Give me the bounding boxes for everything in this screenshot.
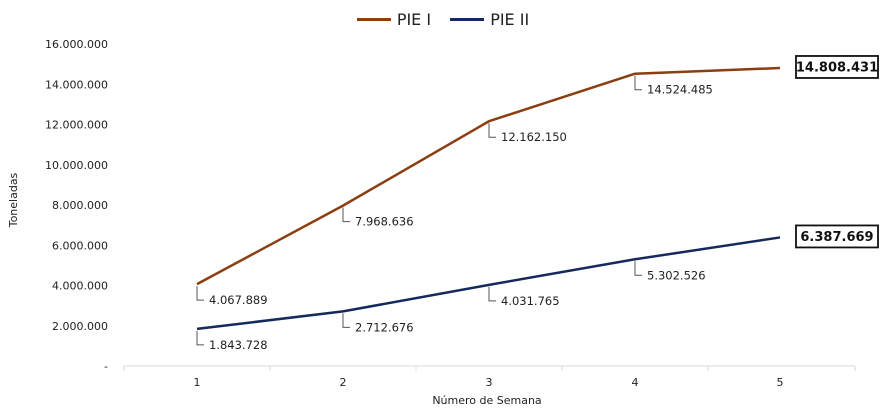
- series-layer: [196, 66, 781, 331]
- data-label-leader: [342, 207, 350, 223]
- y-tick-label: 4.000.000: [52, 280, 108, 293]
- legend-swatch-pie-i: [356, 18, 391, 21]
- x-axis: 1 2 3 4 5: [123, 365, 856, 389]
- data-label: 5.302.526: [647, 268, 706, 282]
- y-tick-label: 16.000.000: [45, 38, 108, 51]
- legend-item-pie-i: PIE I: [356, 10, 432, 29]
- data-label-leader: [488, 286, 496, 302]
- y-tick-label: 14.000.000: [45, 78, 108, 91]
- y-tick-label: 2.000.000: [52, 320, 108, 333]
- x-tick-label: 4: [632, 376, 639, 389]
- final-value-callout: 6.387.669: [800, 230, 873, 245]
- final-value-callout: 14.808.431: [796, 60, 878, 75]
- data-label: 14.524.485: [647, 83, 713, 97]
- data-label: 7.968.636: [355, 215, 414, 229]
- legend-item-pie-ii: PIE II: [450, 10, 529, 29]
- data-label-layer: 4.067.889 7.968.636 12.162.150 14.524.485 14…: [196, 55, 879, 352]
- data-label: 1.843.728: [209, 338, 268, 352]
- y-tick-label: 12.000.000: [45, 119, 108, 132]
- x-axis-title: Número de Semana: [432, 394, 541, 407]
- x-tick-label: 5: [777, 376, 784, 389]
- y-tick-label: 6.000.000: [52, 239, 108, 252]
- legend-label-pie-ii: PIE II: [490, 10, 530, 29]
- data-label-leader: [196, 330, 204, 346]
- data-label: 2.712.676: [355, 320, 414, 334]
- legend-swatch-pie-ii: [450, 18, 485, 21]
- data-label-leader: [196, 286, 204, 301]
- y-axis-ticks: - 2.000.000 4.000.000 6.000.000 8.000.000 10.…: [45, 38, 108, 373]
- series-line-1: [196, 66, 781, 286]
- data-label-leader: [634, 75, 642, 91]
- data-label-leader: [488, 123, 496, 138]
- series-line-2: [196, 236, 781, 331]
- final-value-callout-box: [795, 224, 879, 249]
- data-label: 4.067.889: [209, 293, 268, 307]
- data-label: 12.162.150: [501, 130, 567, 144]
- y-axis-title: Toneladas: [7, 172, 20, 228]
- legend-label-pie-i: PIE I: [396, 10, 432, 29]
- data-label-leader: [342, 313, 350, 328]
- x-tick-label: 3: [486, 376, 493, 389]
- y-tick-label: -: [104, 360, 108, 373]
- x-tick-label: 2: [340, 376, 347, 389]
- chart-legend: PIE I PIE II: [0, 6, 886, 29]
- y-tick-label: 10.000.000: [45, 159, 108, 172]
- final-value-callout-box: [795, 55, 879, 79]
- data-label: 4.031.765: [501, 294, 560, 308]
- y-tick-label: 8.000.000: [52, 199, 108, 212]
- x-tick-label: 1: [194, 376, 201, 389]
- data-label-leader: [634, 261, 642, 276]
